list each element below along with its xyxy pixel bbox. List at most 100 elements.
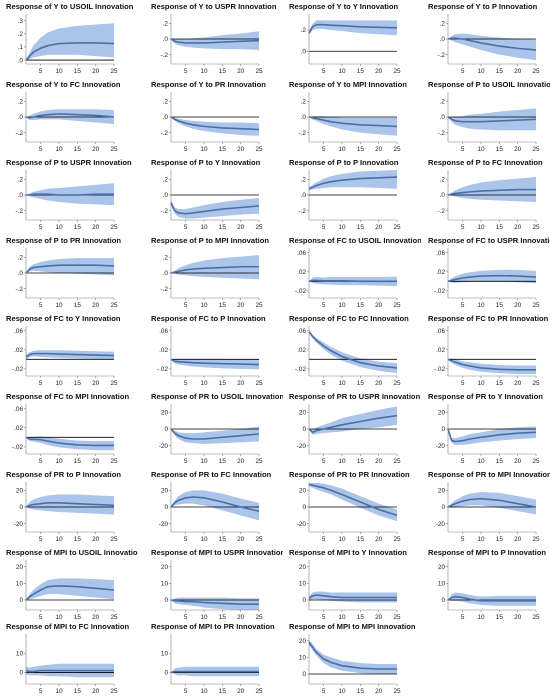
x-tick-label: 5: [322, 614, 326, 621]
panel-title: Response of P to USOIL Innovation: [428, 80, 550, 89]
y-tick-label: 10: [299, 581, 307, 588]
y-tick-label: .06: [297, 250, 306, 257]
y-tick-label: 0: [19, 504, 23, 511]
x-tick-label: 25: [110, 688, 118, 695]
x-tick-label: 10: [338, 224, 346, 231]
irf-plot: -.02 .02 .06 5 10 15 20 25: [295, 326, 401, 387]
confidence-band: [309, 170, 397, 191]
x-tick-label: 20: [514, 536, 522, 543]
y-tick-label: .2: [18, 255, 24, 262]
irf-panel: Response of P to FC Innovation -.2 .0 .2 5 10…: [424, 158, 550, 234]
x-tick-label: 5: [461, 536, 465, 543]
y-tick-label: .02: [14, 425, 23, 432]
x-tick-label: 15: [74, 146, 82, 153]
confidence-band: [448, 108, 536, 131]
y-tick-label: -20: [14, 521, 24, 528]
y-tick-label: .0: [301, 192, 307, 199]
y-tick-label: 20: [299, 638, 307, 645]
response-line: [170, 428, 260, 440]
y-tick-label: .2: [440, 21, 446, 28]
x-tick-label: 15: [219, 688, 227, 695]
x-tick-label: 10: [55, 458, 63, 465]
y-tick-label: 0: [302, 671, 306, 678]
panel-title: Response of PR to USOIL Innovation: [151, 392, 283, 401]
y-tick-label: 0: [302, 597, 306, 604]
x-tick-label: 5: [184, 380, 188, 387]
x-tick-label: 25: [393, 458, 401, 465]
response-line: [25, 264, 115, 274]
irf-plot: -20 0 20 5 10 15 20 25: [297, 404, 401, 465]
x-tick-label: 25: [255, 68, 263, 75]
confidence-band: [309, 639, 397, 674]
irf-plot: -.2 .0 .2 5 10 15 20 25: [299, 92, 401, 153]
panel-title: Response of PR to FC Innovation: [151, 470, 272, 479]
y-tick-label: -.02: [157, 366, 168, 373]
response-line: [170, 670, 259, 674]
response-line: [25, 352, 115, 358]
panel-title: Response of P to FC Innovation: [428, 158, 543, 167]
y-tick-label: .0: [163, 192, 169, 199]
x-tick-label: 20: [375, 302, 383, 309]
x-tick-label: 10: [200, 302, 208, 309]
y-tick-label: -.02: [12, 444, 23, 451]
irf-panel: Response of P to Y Innovation -.2 .0 .2 5 10 1…: [147, 158, 284, 234]
x-tick-label: 5: [184, 146, 188, 153]
y-tick-label: 20: [16, 488, 24, 495]
irf-panel: Response of PR to USOIL Innovation -20 0 20…: [147, 392, 284, 468]
x-tick-label: 15: [74, 688, 82, 695]
x-tick-label: 10: [477, 614, 485, 621]
x-tick-label: 15: [357, 302, 365, 309]
x-tick-label: 20: [375, 224, 383, 231]
x-tick-label: 20: [514, 380, 522, 387]
x-tick-label: 5: [322, 224, 326, 231]
x-tick-label: 20: [92, 536, 100, 543]
irf-panel: Response of FC to Y Innovation -.02 .02 .06…: [2, 314, 139, 390]
response-line: [170, 358, 260, 366]
panel-title: Response of P to USPR Innovation: [6, 158, 132, 167]
y-tick-label: .1: [18, 44, 24, 51]
x-tick-label: 15: [219, 146, 227, 153]
y-tick-label: 10: [16, 581, 24, 588]
y-tick-label: .0: [301, 114, 307, 121]
x-tick-label: 10: [55, 536, 63, 543]
x-tick-label: 20: [237, 614, 245, 621]
x-tick-label: 10: [338, 146, 346, 153]
x-tick-label: 5: [39, 688, 43, 695]
response-line: [447, 497, 537, 508]
irf-panel: Response of Y to USPR Innovation -.2 .0 .2 5…: [147, 2, 284, 78]
x-tick-label: 5: [322, 458, 326, 465]
x-tick-label: 25: [532, 536, 540, 543]
irf-panel: Response of P to USPR Innovation -.2 .0 .2 5…: [2, 158, 139, 234]
y-tick-label: -20: [297, 443, 307, 450]
y-tick-label: .2: [163, 177, 169, 184]
x-tick-label: 5: [461, 224, 465, 231]
x-tick-label: 10: [200, 536, 208, 543]
panel-title: Response of Y to MPI Innovation: [289, 80, 407, 89]
confidence-band: [448, 592, 536, 606]
y-tick-label: .0: [440, 36, 446, 43]
x-tick-label: 10: [477, 68, 485, 75]
x-tick-label: 10: [55, 302, 63, 309]
x-tick-label: 15: [357, 614, 365, 621]
response-line: [25, 585, 115, 601]
x-tick-label: 20: [92, 458, 100, 465]
x-tick-label: 10: [338, 614, 346, 621]
response-line: [447, 358, 536, 371]
y-tick-label: .0: [301, 48, 307, 55]
y-tick-label: 10: [16, 650, 24, 657]
irf-plot: -.2 .0 .2 5 10 15 20 25: [438, 170, 540, 231]
irf-panel: Response of FC to FC Innovation -.02 .02 .0…: [285, 314, 422, 390]
irf-plot: -.02 .02 .06 5 10 15 20 25: [434, 248, 540, 309]
irf-panel: Response of MPI to USOIL Innovation 0 10 20…: [2, 548, 139, 624]
y-tick-label: -20: [297, 521, 307, 528]
x-tick-label: 5: [184, 688, 188, 695]
y-tick-label: -.2: [438, 130, 446, 137]
y-tick-label: -.02: [295, 288, 306, 295]
x-tick-label: 5: [322, 536, 326, 543]
x-tick-label: 10: [338, 68, 346, 75]
x-tick-label: 20: [237, 224, 245, 231]
irf-plot: -20 0 20 5 10 15 20 25: [14, 482, 118, 543]
confidence-band: [309, 406, 397, 435]
x-tick-label: 10: [200, 458, 208, 465]
x-tick-label: 25: [255, 146, 263, 153]
